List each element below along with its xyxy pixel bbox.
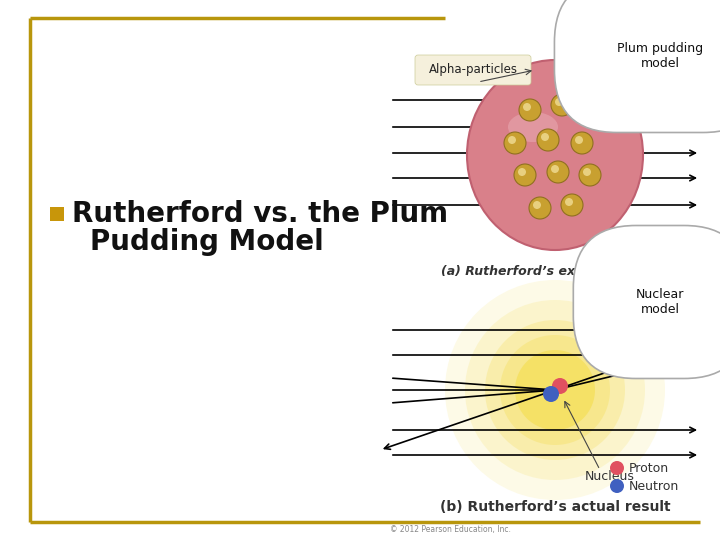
Circle shape <box>571 132 593 154</box>
Circle shape <box>581 101 603 123</box>
Circle shape <box>515 350 595 430</box>
Text: (a) Rutherford’s expected result: (a) Rutherford’s expected result <box>441 265 669 278</box>
Circle shape <box>575 136 583 144</box>
Circle shape <box>514 164 536 186</box>
Circle shape <box>445 280 665 500</box>
Circle shape <box>523 103 531 111</box>
Ellipse shape <box>508 112 558 142</box>
FancyBboxPatch shape <box>415 55 531 85</box>
Circle shape <box>579 164 601 186</box>
Text: Nuclear
model: Nuclear model <box>636 288 684 316</box>
FancyBboxPatch shape <box>50 207 64 221</box>
Circle shape <box>519 99 541 121</box>
Circle shape <box>541 133 549 141</box>
Text: Nucleus: Nucleus <box>585 470 635 483</box>
Circle shape <box>504 132 526 154</box>
Circle shape <box>555 98 563 106</box>
Circle shape <box>518 168 526 176</box>
Circle shape <box>500 335 610 445</box>
Text: Alpha-particles: Alpha-particles <box>428 64 518 77</box>
Circle shape <box>533 201 541 209</box>
Circle shape <box>551 94 573 116</box>
Circle shape <box>610 461 624 475</box>
Circle shape <box>465 300 645 480</box>
Text: Proton: Proton <box>629 462 669 475</box>
Circle shape <box>508 136 516 144</box>
Text: Rutherford vs. the Plum: Rutherford vs. the Plum <box>72 200 448 228</box>
Text: Plum pudding
model: Plum pudding model <box>617 42 703 70</box>
Circle shape <box>552 378 568 394</box>
Circle shape <box>585 105 593 113</box>
Circle shape <box>583 168 591 176</box>
Text: (b) Rutherford’s actual result: (b) Rutherford’s actual result <box>440 500 670 514</box>
Circle shape <box>551 165 559 173</box>
Circle shape <box>610 479 624 493</box>
Circle shape <box>543 386 559 402</box>
Circle shape <box>485 320 625 460</box>
Text: © 2012 Pearson Education, Inc.: © 2012 Pearson Education, Inc. <box>390 525 511 534</box>
Circle shape <box>529 197 551 219</box>
Text: Neutron: Neutron <box>629 480 679 492</box>
Circle shape <box>547 161 569 183</box>
Circle shape <box>561 194 583 216</box>
Circle shape <box>565 198 573 206</box>
Circle shape <box>537 129 559 151</box>
Text: Pudding Model: Pudding Model <box>90 228 324 256</box>
Ellipse shape <box>467 60 643 250</box>
